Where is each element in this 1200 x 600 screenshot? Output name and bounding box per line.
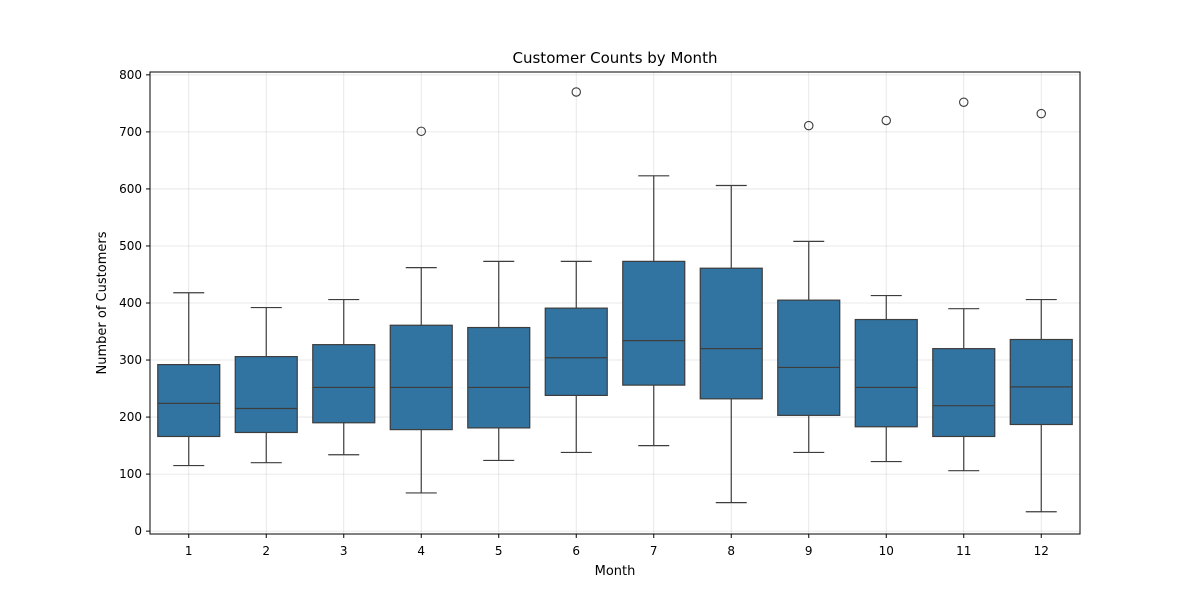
- y-axis-label: Number of Customers: [95, 231, 110, 374]
- x-tick-label: 9: [805, 544, 813, 558]
- box-month-3: [312, 298, 376, 456]
- iqr-box: [777, 299, 841, 416]
- iqr-box: [157, 364, 221, 438]
- iqr-box: [544, 307, 608, 397]
- x-tick-label: 2: [262, 544, 270, 558]
- outlier-point: [803, 120, 814, 131]
- chart-title: Customer Counts by Month: [513, 49, 718, 67]
- y-tick-label: 0: [134, 524, 142, 538]
- outlier-point: [1036, 108, 1047, 119]
- iqr-box: [699, 267, 763, 400]
- box-month-6: [544, 87, 608, 454]
- x-axis-ticks: 1 2 3 4 5 6 7 8 9 10 11 12: [185, 534, 1049, 558]
- iqr-box: [932, 348, 996, 438]
- y-tick-label: 200: [119, 410, 142, 424]
- box-month-10: [854, 115, 918, 463]
- box-month-12: [1009, 108, 1073, 513]
- x-tick-label: 5: [495, 544, 503, 558]
- box-month-2: [234, 306, 298, 464]
- x-axis-label: Month: [595, 564, 636, 579]
- outlier-point: [881, 115, 891, 126]
- box-month-1: [157, 292, 221, 467]
- x-tick-label: 8: [727, 544, 735, 558]
- y-tick-label: 600: [119, 182, 142, 196]
- box-month-9: [777, 120, 841, 454]
- x-tick-label: 6: [572, 544, 580, 558]
- iqr-box: [389, 324, 453, 431]
- y-tick-label: 500: [119, 239, 142, 253]
- box-month-4: [389, 126, 453, 494]
- iqr-box: [467, 326, 531, 429]
- x-tick-label: 3: [340, 544, 348, 558]
- y-axis-ticks: 0 100 200 300 400 500 600 700 800: [119, 68, 150, 538]
- x-tick-label: 12: [1034, 544, 1049, 558]
- x-tick-label: 11: [956, 544, 971, 558]
- box-month-7: [622, 175, 686, 447]
- box-month-11: [932, 97, 996, 472]
- y-tick-label: 100: [119, 467, 142, 481]
- y-tick-label: 700: [119, 125, 142, 139]
- iqr-box: [234, 356, 298, 434]
- iqr-box: [854, 318, 918, 428]
- box-month-5: [467, 260, 531, 462]
- x-tick-label: 1: [185, 544, 193, 558]
- y-tick-label: 300: [119, 353, 142, 367]
- outlier-point: [958, 97, 969, 107]
- iqr-box: [1009, 338, 1073, 426]
- outlier-point: [416, 126, 426, 137]
- box-month-8: [699, 184, 763, 504]
- box-plot-series: [157, 87, 1073, 513]
- iqr-box: [622, 260, 686, 386]
- grid-lines: [150, 72, 1080, 534]
- x-tick-label: 7: [650, 544, 658, 558]
- y-tick-label: 400: [119, 296, 142, 310]
- outlier-point: [571, 87, 581, 97]
- y-tick-label: 800: [119, 68, 142, 82]
- x-tick-label: 4: [417, 544, 425, 558]
- x-tick-label: 10: [879, 544, 894, 558]
- iqr-box: [312, 344, 376, 424]
